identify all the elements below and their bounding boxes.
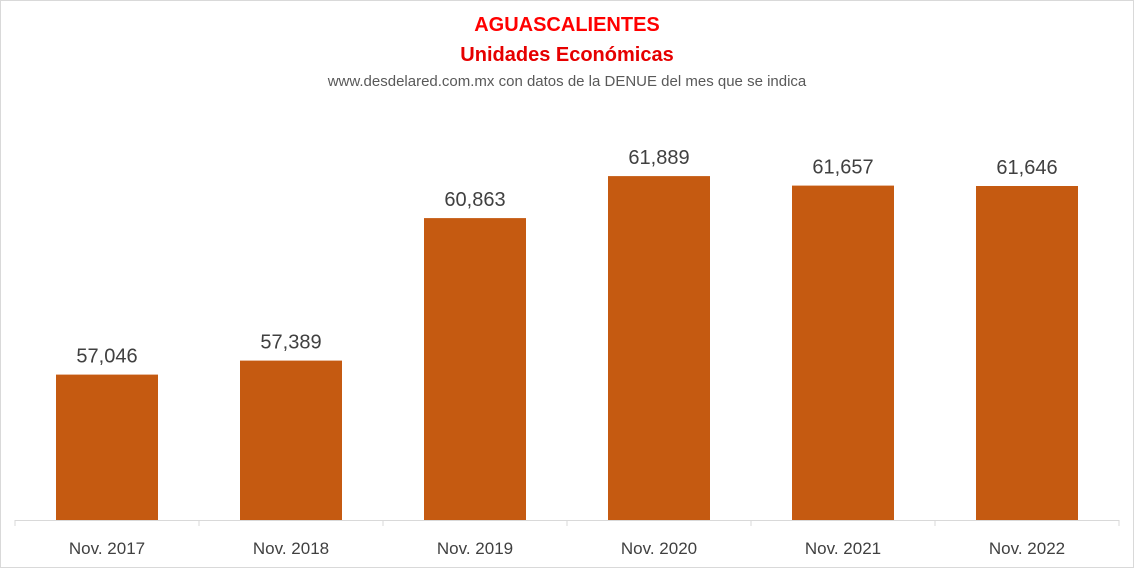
bar-3 — [608, 176, 710, 520]
chart-subtitle: Unidades Económicas — [460, 44, 674, 66]
bar-1 — [240, 360, 342, 520]
bars-group — [56, 176, 1078, 520]
bar-0 — [56, 374, 158, 520]
bar-4 — [792, 185, 894, 520]
data-label-3: 61,889 — [628, 147, 689, 169]
bar-2 — [424, 218, 526, 520]
data-label-0: 57,046 — [76, 346, 137, 368]
x-tick-label-4: Nov. 2021 — [805, 539, 881, 558]
x-tick-label-3: Nov. 2020 — [621, 539, 697, 558]
data-label-5: 61,646 — [996, 157, 1057, 179]
chart-title: AGUASCALIENTES — [474, 14, 660, 36]
bar-5 — [976, 186, 1078, 520]
x-tick-label-2: Nov. 2019 — [437, 539, 513, 558]
x-axis — [14, 520, 1120, 526]
chart-source: www.desdelared.com.mx con datos de la DE… — [327, 73, 807, 90]
data-label-4: 61,657 — [812, 157, 873, 179]
labels-group: 57,046 Nov. 2017 57,389 Nov. 2018 60,863 Nov.… — [69, 147, 1065, 558]
x-tick-label-1: Nov. 2018 — [253, 539, 329, 558]
x-tick-label-5: Nov. 2022 — [989, 539, 1065, 558]
x-tick-label-0: Nov. 2017 — [69, 539, 145, 558]
data-label-1: 57,389 — [260, 332, 321, 354]
data-label-2: 60,863 — [444, 189, 505, 211]
